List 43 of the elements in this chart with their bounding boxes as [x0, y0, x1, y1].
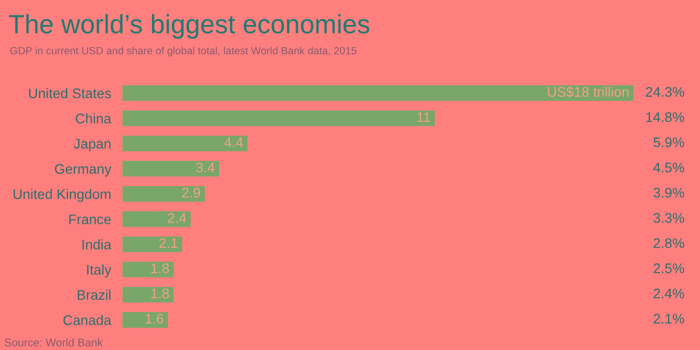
bar	[122, 211, 191, 227]
text: 2.1%	[654, 314, 684, 324]
y-tick-label: United Kingdom	[14, 188, 110, 202]
y-tick-label: Italy	[87, 264, 112, 278]
text: 3.3%	[653, 212, 684, 223]
bar	[122, 262, 174, 278]
bar	[122, 312, 168, 328]
text: 4.5%	[653, 162, 684, 172]
data-label: 11	[417, 112, 430, 122]
y-tick-label: Germany	[54, 164, 112, 177]
y-tick-label: Canada	[63, 314, 112, 326]
data-label: 2.1	[159, 238, 178, 248]
source-note: Source: World Bank	[4, 338, 103, 346]
data-label: 1.8	[151, 263, 169, 274]
y-tick-label: Japan	[74, 138, 110, 152]
data-label: 1.8	[151, 288, 169, 298]
chart-title: The world’s biggest economies	[8, 14, 370, 39]
bar	[122, 186, 205, 202]
text: 2.8%	[654, 238, 684, 248]
y-tick-label: France	[69, 214, 111, 224]
data-label: 4.4	[224, 138, 243, 148]
bar	[122, 110, 435, 126]
y-tick-label: United States	[29, 88, 111, 98]
y-tick-label: India	[82, 239, 112, 250]
text: 14.8%	[646, 112, 684, 122]
text: 24.3%	[646, 86, 684, 97]
data-label: 2.9	[182, 188, 200, 198]
y-tick-label: China	[76, 113, 112, 124]
bar	[122, 85, 634, 101]
chart-subtitle: GDP in current USD and share of global total, latest World Bank data, 2015	[10, 46, 356, 56]
text: 5.9%	[654, 137, 684, 148]
bar	[122, 286, 174, 303]
bar	[122, 160, 220, 177]
data-label: US$18 trillion	[548, 86, 629, 98]
data-label: 2.4	[168, 212, 186, 223]
data-label: 3.4	[196, 162, 215, 172]
text: 2.4%	[654, 288, 684, 298]
data-label: 1.6	[146, 314, 164, 324]
text: 3.9%	[653, 188, 684, 198]
bar	[122, 236, 182, 252]
y-tick-label: Brazil	[78, 290, 110, 300]
bar	[122, 136, 248, 152]
text: 2.5%	[654, 263, 684, 274]
